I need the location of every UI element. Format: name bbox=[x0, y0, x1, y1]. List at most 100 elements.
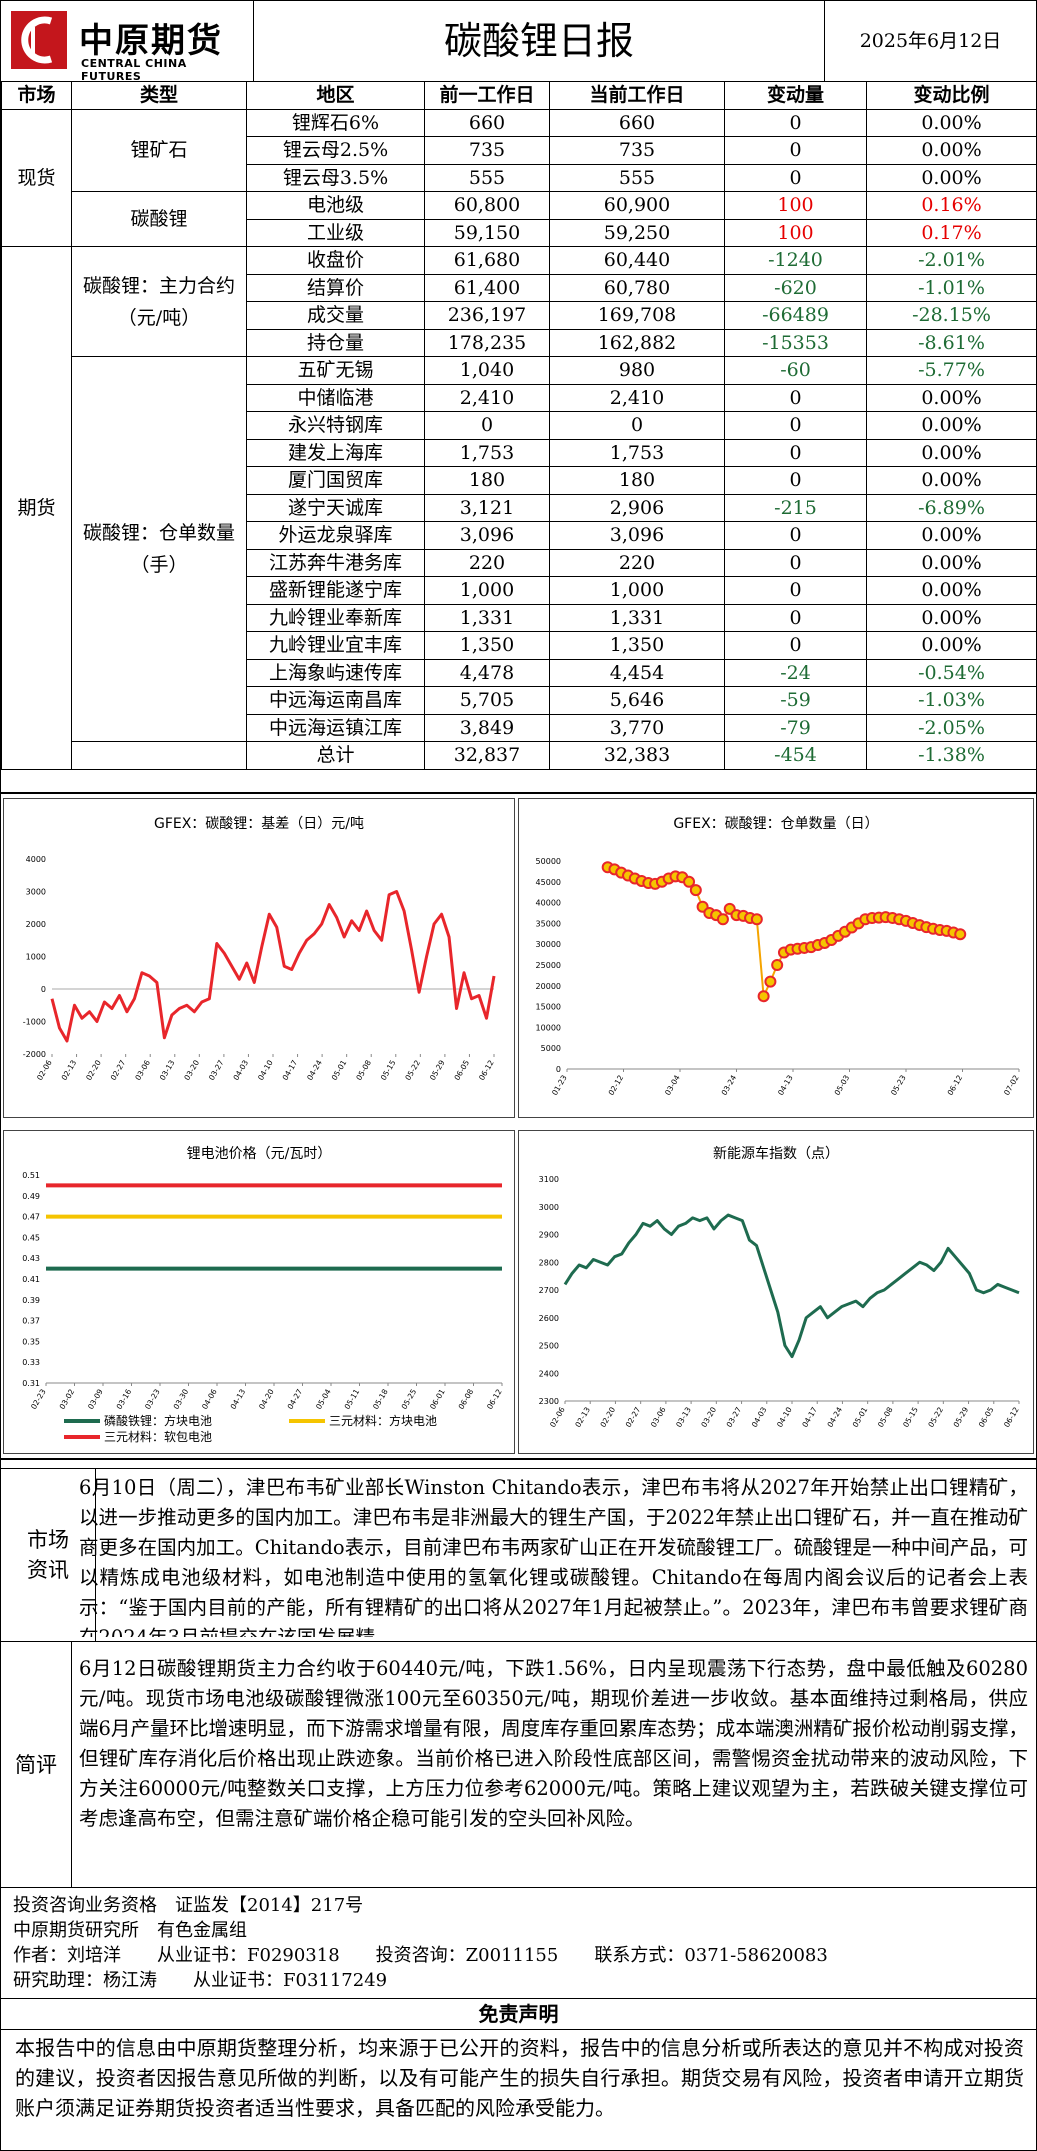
cell-curr: 735 bbox=[549, 136, 725, 165]
y-tick-label: 4000 bbox=[26, 855, 46, 864]
cell-curr: 4,454 bbox=[549, 658, 725, 687]
news-section: 市场资讯 6月10日（周二），津巴布韦矿业部长Winston Chitando表… bbox=[1, 1468, 1036, 1642]
y-tick-label: 3100 bbox=[539, 1175, 559, 1184]
cell-curr: 32,383 bbox=[549, 741, 725, 770]
x-tick-label: 06-05 bbox=[977, 1405, 996, 1429]
cell-area: 结算价 bbox=[246, 273, 425, 302]
comment-text: 6月12日碳酸锂期货主力合约收于60440元/吨，下跌1.56%，日内呈现震荡下… bbox=[79, 1657, 1028, 1830]
x-tick-label: 03-13 bbox=[158, 1058, 177, 1082]
cell-prev: 735 bbox=[424, 136, 550, 165]
author-line: 作者：刘培洋 从业证书：F0290318 投资咨询：Z0011155 联系方式：… bbox=[13, 1945, 828, 1966]
x-tick-label: 06-05 bbox=[452, 1058, 471, 1082]
cell-area: 工业级 bbox=[246, 218, 425, 247]
cell-curr: 1,753 bbox=[549, 438, 725, 467]
x-tick-label: 06-12 bbox=[946, 1073, 965, 1097]
table-row: 九岭锂业宜丰库 1,350 1,350 0 0.00% bbox=[2, 631, 1037, 660]
report-date: 2025年6月12日 bbox=[859, 30, 1002, 52]
chart-title: 新能源车指数（点） bbox=[713, 1146, 839, 1162]
cell-change: 0 bbox=[724, 521, 867, 550]
warrant-point bbox=[764, 975, 777, 988]
comment-label: 简评 bbox=[1, 1642, 72, 1887]
cell-area: 中远海运镇江库 bbox=[246, 713, 425, 742]
y-tick-label: 1000 bbox=[26, 953, 46, 962]
type-cell: 锂矿石 bbox=[71, 108, 247, 192]
cell-area: 建发上海库 bbox=[246, 438, 425, 467]
cell-curr: 1,350 bbox=[549, 631, 725, 660]
header-change-pct: 变动比例 bbox=[866, 81, 1037, 110]
x-tick-label: 02-06 bbox=[35, 1058, 54, 1082]
table-header-row: 市场 类型 地区 前一工作日 当前工作日 变动量 变动比例 bbox=[1, 81, 1037, 110]
cell-change-pct: 0.00% bbox=[866, 466, 1037, 495]
cell-curr: 5,646 bbox=[549, 686, 725, 715]
y-tick-label: 2700 bbox=[539, 1286, 559, 1295]
cell-area: 厦门国贸库 bbox=[246, 466, 425, 495]
cell-area: 收盘价 bbox=[246, 246, 425, 275]
cell-change: 0 bbox=[724, 631, 867, 660]
y-tick-label: 0 bbox=[41, 985, 46, 994]
cell-prev: 180 bbox=[424, 466, 550, 495]
cell-area: 遂宁天诚库 bbox=[246, 493, 425, 522]
x-tick-label: 03-24 bbox=[720, 1073, 739, 1097]
x-tick-label: 03-30 bbox=[172, 1387, 191, 1411]
y-tick-label: -2000 bbox=[23, 1050, 46, 1059]
cell-area: 中储临港 bbox=[246, 383, 425, 412]
legend-label: 三元材料：方块电池 bbox=[329, 1413, 437, 1428]
table-row: 中远海运镇江库 3,849 3,770 -79 -2.05% bbox=[2, 713, 1037, 742]
cell-area: 外运龙泉驿库 bbox=[246, 521, 425, 550]
battery-price-chart-panel: 锂电池价格（元/瓦时） 0.31 0.33 0.35 0.37 0.39 0.41 0.43… bbox=[3, 1130, 515, 1454]
y-tick-label: 0.47 bbox=[22, 1213, 40, 1222]
x-tick-label: 03-27 bbox=[207, 1058, 226, 1082]
cell-change-pct: 0.16% bbox=[866, 191, 1037, 220]
table-row: 九岭锂业奉新库 1,331 1,331 0 0.00% bbox=[2, 603, 1037, 632]
x-tick-label: 04-10 bbox=[256, 1058, 275, 1082]
y-tick-label: 2000 bbox=[26, 920, 46, 929]
header-market: 市场 bbox=[1, 81, 72, 110]
y-tick-label: 2900 bbox=[539, 1231, 559, 1240]
basis-series-line bbox=[50, 890, 496, 1043]
cell-prev: 1,350 bbox=[424, 631, 550, 660]
cell-prev: 59,150 bbox=[424, 218, 550, 247]
cell-curr: 0 bbox=[549, 411, 725, 440]
cell-curr: 3,096 bbox=[549, 521, 725, 550]
x-tick-label: 04-13 bbox=[776, 1073, 795, 1097]
cell-prev: 3,849 bbox=[424, 713, 550, 742]
cell-area: 总计 bbox=[246, 741, 425, 770]
x-tick-label: 06-12 bbox=[477, 1058, 496, 1082]
x-tick-label: 03-20 bbox=[182, 1058, 201, 1082]
header-curr: 当前工作日 bbox=[549, 81, 725, 110]
cell-change: 0 bbox=[724, 466, 867, 495]
cell-change-pct: 0.00% bbox=[866, 548, 1037, 577]
logo-english-name: CENTRAL CHINA FUTURES bbox=[81, 57, 187, 83]
cell-change: -454 bbox=[724, 741, 867, 770]
cell-change-pct: -2.01% bbox=[866, 246, 1037, 275]
x-tick-label: 04-13 bbox=[229, 1387, 248, 1411]
x-tick-label: 02-12 bbox=[607, 1073, 626, 1097]
x-tick-label: 04-06 bbox=[200, 1387, 219, 1411]
cell-prev: 4,478 bbox=[424, 658, 550, 687]
cell-change-pct: -0.54% bbox=[866, 658, 1037, 687]
cell-prev: 1,753 bbox=[424, 438, 550, 467]
cell-prev: 61,400 bbox=[424, 273, 550, 302]
y-tick-label: 2400 bbox=[539, 1369, 559, 1378]
x-tick-label: 02-06 bbox=[548, 1405, 567, 1429]
x-tick-label: 03-06 bbox=[649, 1405, 668, 1429]
y-tick-label: 0 bbox=[556, 1065, 561, 1074]
cell-change-pct: -8.61% bbox=[866, 328, 1037, 357]
table-row: 建发上海库 1,753 1,753 0 0.00% bbox=[2, 438, 1037, 467]
cell-change-pct: 0.00% bbox=[866, 631, 1037, 660]
x-tick-label: 03-23 bbox=[143, 1387, 162, 1411]
x-tick-label: 05-01 bbox=[330, 1058, 349, 1082]
cell-area: 成交量 bbox=[246, 301, 425, 330]
warrant-point bbox=[771, 959, 784, 971]
cell-change: 100 bbox=[724, 191, 867, 220]
warrant-point bbox=[689, 884, 702, 897]
warrant-chart-panel: GFEX：碳酸锂：仓单数量（日） 0 5000 10000 15000 20000 250… bbox=[518, 798, 1034, 1118]
cell-change: -1240 bbox=[724, 246, 867, 275]
cell-change-pct: 0.00% bbox=[866, 411, 1037, 440]
y-tick-label: 5000 bbox=[541, 1044, 561, 1053]
cell-area: 永兴特钢库 bbox=[246, 411, 425, 440]
logo-chinese-name: 中原期货 bbox=[79, 21, 223, 61]
table-row: 现货 锂矿石 锂辉石6% 660 660 0 0.00% bbox=[1, 108, 1037, 247]
y-tick-label: 2800 bbox=[539, 1258, 559, 1267]
charts-area: GFEX：碳酸锂：基差（日）元/吨 -2000 -1000 0 1000 2000 300… bbox=[1, 792, 1036, 1460]
